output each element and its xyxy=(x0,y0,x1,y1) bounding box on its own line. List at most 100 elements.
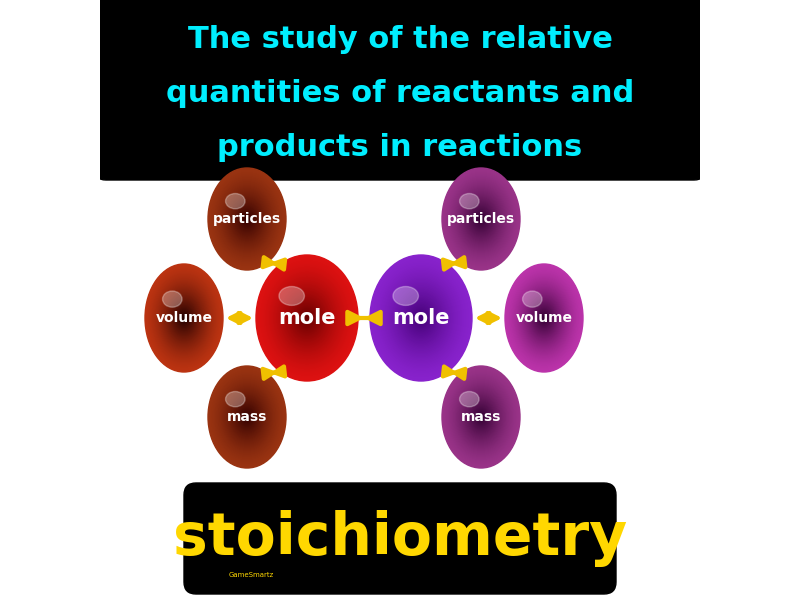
Ellipse shape xyxy=(543,317,545,319)
Text: particles: particles xyxy=(213,212,281,226)
Ellipse shape xyxy=(268,270,346,366)
Ellipse shape xyxy=(210,369,284,465)
Ellipse shape xyxy=(303,313,311,323)
Ellipse shape xyxy=(146,266,222,370)
Ellipse shape xyxy=(462,193,501,245)
Ellipse shape xyxy=(166,293,202,343)
Ellipse shape xyxy=(477,412,485,422)
Ellipse shape xyxy=(443,368,518,466)
Ellipse shape xyxy=(159,283,209,353)
Ellipse shape xyxy=(258,257,356,379)
Ellipse shape xyxy=(474,409,487,425)
Ellipse shape xyxy=(306,317,308,319)
Ellipse shape xyxy=(457,385,505,449)
Ellipse shape xyxy=(224,386,270,448)
Ellipse shape xyxy=(209,367,286,467)
Ellipse shape xyxy=(164,290,204,346)
Ellipse shape xyxy=(176,307,192,329)
Ellipse shape xyxy=(534,305,554,331)
Ellipse shape xyxy=(540,313,548,323)
Ellipse shape xyxy=(239,407,254,427)
Ellipse shape xyxy=(162,291,182,307)
Ellipse shape xyxy=(473,208,490,230)
Ellipse shape xyxy=(279,287,305,305)
Ellipse shape xyxy=(275,279,338,357)
Ellipse shape xyxy=(234,202,260,236)
Ellipse shape xyxy=(513,275,575,361)
Ellipse shape xyxy=(256,255,358,381)
Ellipse shape xyxy=(226,391,245,407)
Ellipse shape xyxy=(222,187,272,251)
Ellipse shape xyxy=(236,403,258,431)
Ellipse shape xyxy=(181,314,187,322)
Ellipse shape xyxy=(466,397,497,437)
Ellipse shape xyxy=(221,184,274,254)
Ellipse shape xyxy=(526,292,562,344)
Ellipse shape xyxy=(470,203,493,234)
Ellipse shape xyxy=(467,398,495,436)
Ellipse shape xyxy=(230,197,263,241)
Ellipse shape xyxy=(390,279,453,357)
Ellipse shape xyxy=(458,386,505,448)
Ellipse shape xyxy=(391,281,450,355)
Ellipse shape xyxy=(212,173,282,265)
Ellipse shape xyxy=(209,169,286,269)
Ellipse shape xyxy=(234,203,259,235)
Ellipse shape xyxy=(371,256,471,380)
Ellipse shape xyxy=(449,375,513,459)
Ellipse shape xyxy=(264,265,350,371)
Ellipse shape xyxy=(459,391,479,407)
Ellipse shape xyxy=(455,185,506,253)
Ellipse shape xyxy=(182,315,186,321)
Ellipse shape xyxy=(393,287,418,305)
Ellipse shape xyxy=(442,367,519,467)
Ellipse shape xyxy=(472,405,490,429)
Text: volume: volume xyxy=(515,311,573,325)
Ellipse shape xyxy=(182,316,186,320)
Ellipse shape xyxy=(446,173,516,265)
Ellipse shape xyxy=(518,283,570,353)
Ellipse shape xyxy=(450,178,512,260)
Ellipse shape xyxy=(290,296,324,340)
Ellipse shape xyxy=(221,382,274,452)
Ellipse shape xyxy=(162,287,206,349)
Ellipse shape xyxy=(216,376,278,458)
Ellipse shape xyxy=(214,374,280,460)
Ellipse shape xyxy=(520,284,568,352)
Ellipse shape xyxy=(466,200,496,238)
Ellipse shape xyxy=(149,269,219,367)
Ellipse shape xyxy=(226,193,245,209)
Ellipse shape xyxy=(213,174,282,264)
Ellipse shape xyxy=(147,267,221,369)
Ellipse shape xyxy=(372,257,470,379)
Ellipse shape xyxy=(411,305,431,331)
Ellipse shape xyxy=(479,217,482,221)
Ellipse shape xyxy=(528,296,560,340)
Ellipse shape xyxy=(510,272,578,364)
Ellipse shape xyxy=(294,303,319,333)
Ellipse shape xyxy=(404,296,438,340)
Ellipse shape xyxy=(271,274,342,362)
Ellipse shape xyxy=(166,292,202,344)
Ellipse shape xyxy=(454,184,507,254)
Ellipse shape xyxy=(298,307,316,329)
Ellipse shape xyxy=(216,178,278,260)
Ellipse shape xyxy=(522,288,566,348)
Ellipse shape xyxy=(266,268,348,368)
Ellipse shape xyxy=(418,314,424,322)
Ellipse shape xyxy=(285,290,330,346)
Ellipse shape xyxy=(238,207,256,231)
Ellipse shape xyxy=(506,266,582,370)
Ellipse shape xyxy=(297,305,318,331)
Ellipse shape xyxy=(463,394,499,440)
Ellipse shape xyxy=(173,303,195,333)
Ellipse shape xyxy=(146,265,222,371)
Ellipse shape xyxy=(453,182,509,256)
Ellipse shape xyxy=(524,290,564,346)
Ellipse shape xyxy=(296,304,318,332)
Ellipse shape xyxy=(223,385,271,449)
Ellipse shape xyxy=(536,307,552,329)
Ellipse shape xyxy=(530,299,558,337)
Ellipse shape xyxy=(508,268,580,368)
Ellipse shape xyxy=(450,179,511,259)
